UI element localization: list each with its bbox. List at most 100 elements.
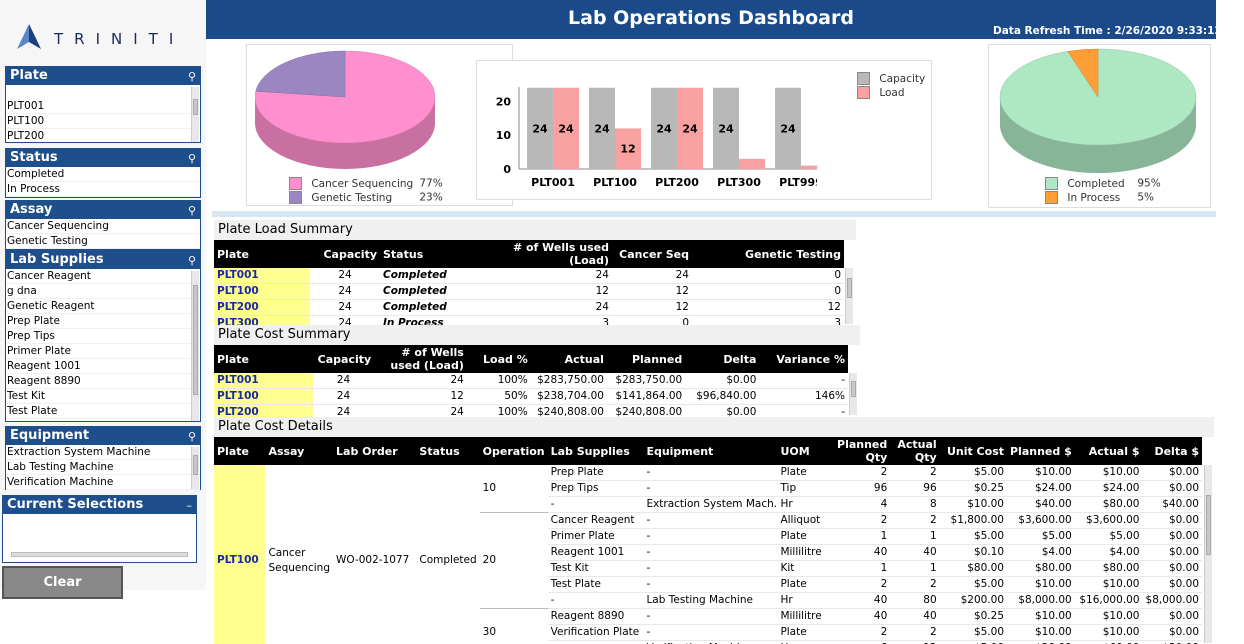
- status-list-item[interactable]: In Process: [6, 182, 200, 197]
- plate-cell[interactable]: PLT001: [214, 373, 313, 389]
- supplies-list-item[interactable]: Reagent 1001: [6, 359, 200, 374]
- assay-listbox[interactable]: Assay ⚲ Cancer Sequencing Genetic Testing: [5, 200, 201, 250]
- assay-list-item[interactable]: Cancer Sequencing: [6, 219, 200, 234]
- column-header[interactable]: Load %: [466, 345, 531, 373]
- table-row[interactable]: - Lab Testing Machine Hr 40 80 $200.00 $8,000.…: [214, 592, 1202, 609]
- column-header[interactable]: Lab Supplies: [547, 437, 644, 465]
- table-row[interactable]: PLT200 24 24 100% $240,808.00 $240,808.00 $0.0…: [214, 404, 848, 421]
- plate-listbox[interactable]: Plate ⚲ PLT001 PLT100 PLT200: [5, 66, 201, 144]
- plate-cell[interactable]: PLT001: [214, 268, 310, 284]
- legend-item[interactable]: Cancer Sequencing 77%: [289, 177, 443, 190]
- table-row[interactable]: Test Plate - Plate 2 2 $5.00 $10.00 $10.00 $0.00: [214, 576, 1202, 593]
- status-list-item[interactable]: Completed: [6, 167, 200, 182]
- column-header[interactable]: Capacity: [312, 345, 375, 373]
- column-header[interactable]: # of Wells used (Load): [374, 345, 467, 373]
- assay-list-item[interactable]: Genetic Testing: [6, 234, 200, 249]
- column-header[interactable]: Operation: [479, 437, 548, 465]
- column-header[interactable]: # of Wells used (Load): [480, 240, 612, 268]
- column-header[interactable]: Variance %: [759, 345, 848, 373]
- column-header[interactable]: Assay: [265, 437, 334, 465]
- table-row[interactable]: PLT200 24 Completed 24 12 12: [214, 299, 844, 316]
- table-row[interactable]: PLT001 24 24 100% $283,750.00 $283,750.00 $0.0…: [214, 373, 848, 389]
- supplies-list-item[interactable]: Genetic Reagent: [6, 299, 200, 314]
- column-header[interactable]: Delta: [685, 345, 760, 373]
- plate-cell[interactable]: PLT100: [214, 283, 310, 300]
- column-header[interactable]: Plate: [214, 345, 313, 373]
- column-header[interactable]: Status: [380, 240, 480, 268]
- table-row[interactable]: PLT001 24 Completed 24 24 0: [214, 268, 844, 284]
- supplies-list-item[interactable]: Reagent 8890: [6, 374, 200, 389]
- clear-button[interactable]: Clear: [2, 566, 123, 599]
- column-header[interactable]: Delta $: [1142, 437, 1202, 465]
- search-icon[interactable]: ⚲: [187, 204, 196, 217]
- column-header[interactable]: Genetic Testing: [692, 240, 844, 268]
- capacity-load-bar-chart[interactable]: 20 10 0 24 24 PLT001 24 12 PLT100 24 24 PLT200 24 PLT…: [476, 60, 932, 200]
- legend-item[interactable]: Load: [857, 86, 905, 99]
- supplies-list-item[interactable]: g dna: [6, 284, 200, 299]
- table-row[interactable]: Reagent 1001- Millilitre 40 40 $0.10 $4.00 $4.…: [214, 544, 1202, 561]
- column-header[interactable]: Unit Cost: [939, 437, 1007, 465]
- legend-item[interactable]: Completed 95%: [1045, 177, 1161, 190]
- column-header[interactable]: Actual: [530, 345, 607, 373]
- search-icon[interactable]: ⚲: [187, 152, 196, 165]
- equipment-listbox[interactable]: Equipment ⚲ Extraction System Machine Lab …: [5, 426, 201, 490]
- cost-details-scrollbar[interactable]: [1204, 465, 1212, 643]
- table-row[interactable]: 30 Reagent 8890- Millilitre 40 40 $0.25 $10.00…: [214, 608, 1202, 644]
- column-header[interactable]: Plate: [214, 240, 310, 268]
- table-row[interactable]: Verification Plate - Plate 2 2 $5.00 $10.00 $10…: [214, 624, 1202, 641]
- group-plate-cell[interactable]: PLT100: [214, 465, 266, 644]
- assay-pie-chart[interactable]: Cancer Sequencing 77% Genetic Testing 23%: [246, 44, 513, 206]
- plate-list-item[interactable]: PLT100: [6, 114, 200, 129]
- column-header[interactable]: UOM: [777, 437, 835, 465]
- column-header[interactable]: Planned $: [1007, 437, 1075, 465]
- table-row[interactable]: PLT100 24 Completed 12 12 0: [214, 283, 844, 300]
- table-cell: -: [643, 465, 778, 481]
- equipment-list-item[interactable]: Lab Testing Machine: [6, 460, 200, 475]
- search-icon[interactable]: ⚲: [187, 430, 196, 443]
- table-row[interactable]: - Extraction System Mach... Hr 4 8 $10.00 $40.…: [214, 496, 1202, 513]
- table-row[interactable]: PLT100 Cancer Sequencing WO-002-1077 Comple…: [214, 465, 1202, 644]
- column-header[interactable]: Planned Qty: [834, 437, 891, 465]
- supplies-list-item[interactable]: Prep Plate: [6, 314, 200, 329]
- column-header[interactable]: Actual Qty: [890, 437, 940, 465]
- plate-cell[interactable]: PLT100: [214, 388, 313, 405]
- column-header[interactable]: Equipment: [643, 437, 778, 465]
- cost-summary-scrollbar[interactable]: [849, 373, 857, 415]
- table-row[interactable]: 20 Cancer Reagent - Alliquot 2 2 $1,800.00 $3,6…: [214, 512, 1202, 609]
- minimize-icon[interactable]: –: [186, 499, 193, 512]
- supplies-list-item[interactable]: Test Kit: [6, 389, 200, 404]
- current-selections-box[interactable]: Current Selections –: [2, 495, 197, 563]
- status-listbox[interactable]: Status ⚲ Completed In Process: [5, 148, 201, 198]
- table-row[interactable]: Prep Tips - Tip 96 96 $0.25 $24.00 $24.00 $0.00: [214, 480, 1202, 497]
- plate-cell[interactable]: PLT200: [214, 299, 310, 316]
- column-header[interactable]: Status: [416, 437, 480, 465]
- plate-list-item[interactable]: PLT200: [6, 129, 200, 144]
- equipment-list-item[interactable]: Extraction System Machine: [6, 445, 200, 460]
- column-header[interactable]: Cancer Seq: [612, 240, 692, 268]
- status-pie-chart[interactable]: Completed 95% In Process 5%: [988, 44, 1211, 208]
- y-tick-label: 20: [496, 95, 512, 108]
- equipment-list-item[interactable]: Verification Machine: [6, 475, 200, 490]
- supplies-list-item[interactable]: Test Plate: [6, 404, 200, 419]
- column-header[interactable]: Planned: [606, 345, 686, 373]
- legend-item[interactable]: In Process 5%: [1045, 191, 1154, 204]
- table-row[interactable]: Primer Plate - Plate 1 1 $5.00 $5.00 $5.00 $0.00: [214, 528, 1202, 545]
- supplies-list-item[interactable]: Cancer Reagent: [6, 269, 200, 284]
- legend-item[interactable]: Capacity: [857, 72, 925, 85]
- plate-list-item[interactable]: PLT001: [6, 99, 200, 114]
- supplies-listbox[interactable]: Lab Supplies ⚲ Cancer Reagent g dna Genetic…: [5, 250, 201, 422]
- horizontal-scrollbar[interactable]: [11, 552, 188, 557]
- supplies-list-item[interactable]: Prep Tips: [6, 329, 200, 344]
- column-header[interactable]: Capacity: [310, 240, 380, 268]
- column-header[interactable]: Actual $: [1074, 437, 1143, 465]
- table-row[interactable]: Test Kit - Kit 1 1 $80.00 $80.00 $80.00 $0.00: [214, 560, 1202, 577]
- search-icon[interactable]: ⚲: [187, 70, 196, 83]
- table-row[interactable]: PLT100 24 12 50% $238,704.00 $141,864.00 $96,8…: [214, 388, 848, 405]
- column-header[interactable]: Plate: [214, 437, 266, 465]
- table-row[interactable]: -Verification MachineHr612$5.00$30.00$60…: [214, 640, 1202, 644]
- column-header[interactable]: Lab Order: [333, 437, 417, 465]
- legend-item[interactable]: Genetic Testing 23%: [289, 191, 443, 204]
- supplies-list-item[interactable]: Primer Plate: [6, 344, 200, 359]
- load-summary-scrollbar[interactable]: [845, 268, 853, 324]
- search-icon[interactable]: ⚲: [187, 254, 196, 267]
